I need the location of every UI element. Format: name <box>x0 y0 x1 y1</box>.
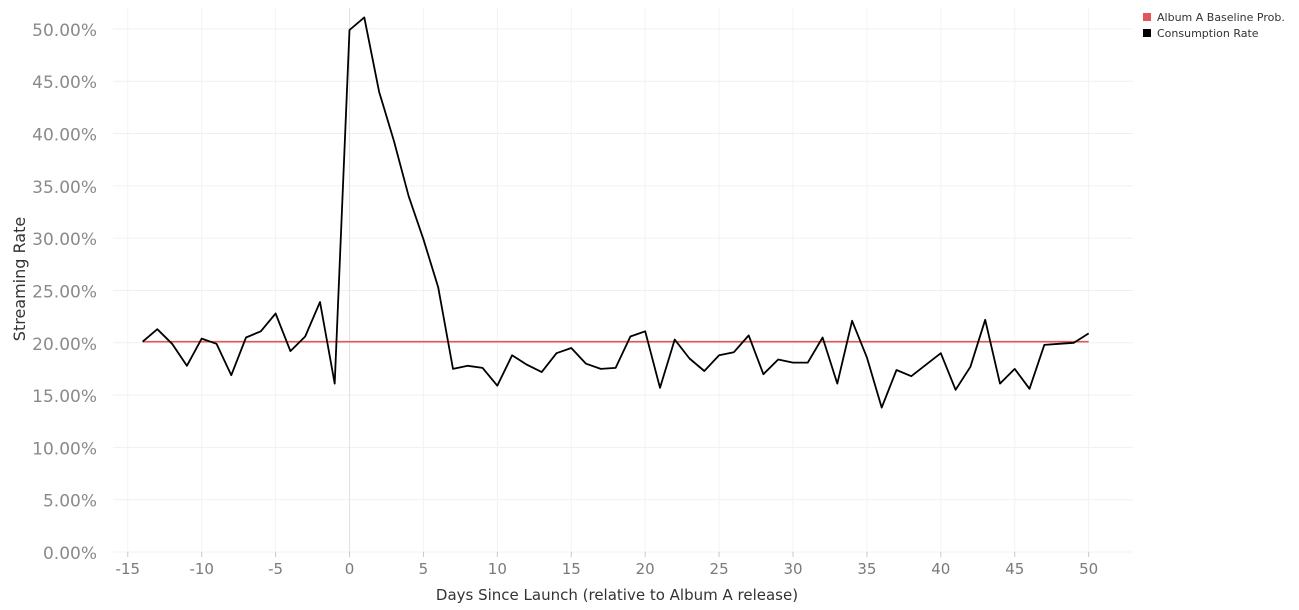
series-layer <box>142 16 1090 409</box>
y-axis-ticks: 0.00% 5.00% 10.00% 15.00% 20.00% 25.00% 30.00%… <box>32 21 97 564</box>
series-line-consumption <box>142 16 1090 409</box>
y-tick-label: 15.00% <box>32 387 97 407</box>
x-axis-title: Days Since Launch (relative to Album A r… <box>436 586 798 604</box>
x-tick-label: 5 <box>419 560 429 578</box>
legend-label-baseline: Album A Baseline Prob. <box>1157 10 1285 24</box>
legend-item-baseline[interactable]: Album A Baseline Prob. <box>1143 9 1285 25</box>
y-tick-label: 20.00% <box>32 335 97 355</box>
y-tick-label: 50.00% <box>32 21 97 41</box>
x-tick-label: 30 <box>783 560 802 578</box>
x-axis-ticks: -15 -10 -5 0 5 10 15 20 25 30 35 40 45 50 <box>116 552 1098 578</box>
legend-label-consumption: Consumption Rate <box>1157 26 1259 40</box>
x-tick-label: 20 <box>636 560 655 578</box>
y-tick-label: 45.00% <box>32 73 97 93</box>
x-tick-label: 10 <box>488 560 507 578</box>
y-tick-label: 25.00% <box>32 282 97 302</box>
x-gridlines <box>127 8 1090 552</box>
legend-item-consumption[interactable]: Consumption Rate <box>1143 25 1285 41</box>
x-tick-label: -15 <box>116 560 141 578</box>
y-tick-label: 10.00% <box>32 439 97 459</box>
x-tick-label: -5 <box>268 560 283 578</box>
x-tick-label: 0 <box>345 560 355 578</box>
y-tick-label: 5.00% <box>43 492 97 512</box>
x-tick-label: 35 <box>857 560 876 578</box>
x-tick-label: 50 <box>1079 560 1098 578</box>
y-tick-label: 0.00% <box>43 544 97 564</box>
x-tick-label: 15 <box>562 560 581 578</box>
y-tick-label: 30.00% <box>32 230 97 250</box>
x-tick-label: 25 <box>710 560 729 578</box>
legend-swatch-consumption <box>1143 29 1151 37</box>
x-tick-label: -10 <box>189 560 214 578</box>
y-tick-label: 35.00% <box>32 178 97 198</box>
y-tick-label: 40.00% <box>32 126 97 146</box>
chart-legend: Album A Baseline Prob. Consumption Rate <box>1143 9 1285 41</box>
y-gridlines <box>113 28 1133 553</box>
y-axis-title: Streaming Rate <box>10 217 29 341</box>
legend-swatch-baseline <box>1143 13 1151 21</box>
x-tick-label: 40 <box>931 560 950 578</box>
x-tick-label: 45 <box>1005 560 1024 578</box>
